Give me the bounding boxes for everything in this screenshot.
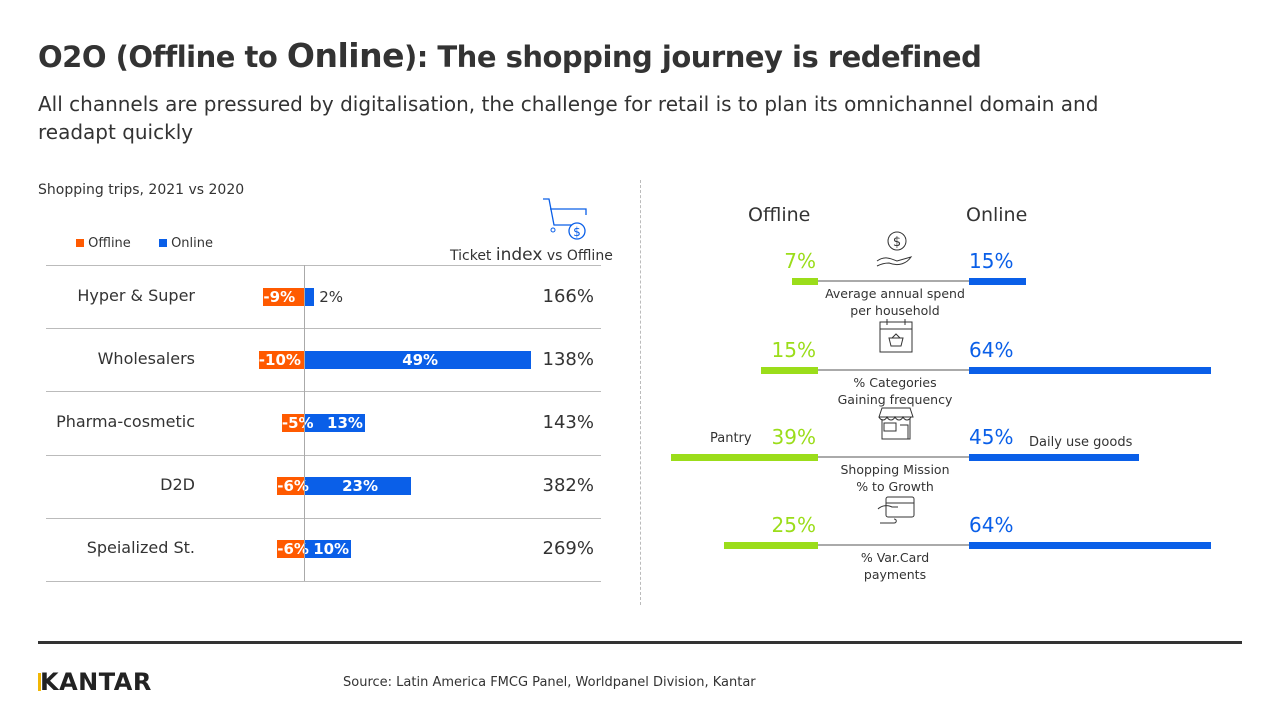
metric-label-line: % Var.Card [860,550,930,565]
legend: Offline Online [76,236,213,251]
page-subtitle: All channels are pressured by digitalisa… [38,92,1099,144]
value-offline: 7% [784,249,816,273]
bar-offline [263,287,305,306]
svg-text:$: $ [893,235,901,250]
value-offline: 39% [771,425,816,449]
label-offline: -10% [258,350,301,369]
shopping-cart-dollar-icon: $ [543,198,587,240]
ticket-index-value: 143% [542,412,594,433]
connector-line [818,456,969,458]
bar-online [969,278,1026,285]
metric-label: Shopping Mission % to Growth [810,461,980,495]
footer-rule [38,641,1242,644]
label-offline: -6% [277,540,309,559]
legend-swatch-offline [76,239,84,247]
bar-online [305,287,315,306]
label-offline: -5% [281,414,314,432]
ticket-index-value: 269% [542,538,594,560]
bar-online [305,540,352,559]
bar-online [305,477,412,496]
metric-label-line: payments [863,567,927,582]
bar-offline [258,350,305,369]
bar-online [969,454,1140,461]
svg-text:$: $ [573,225,581,239]
zero-axis [304,265,305,581]
source-note: Source: Latin America FMCG Panel, Worldp… [343,675,756,690]
bar-online [969,542,1211,549]
metric-label: % Var.Card payments [810,549,980,583]
divider [640,180,641,605]
kantar-logo: KANTAR [38,668,152,696]
page-title: O2O (Offline to Online): The shopping jo… [38,36,982,75]
hand-coin-icon: $ [876,231,913,267]
bar-online [305,350,532,369]
bar-offline [281,414,305,432]
offline-online-comparison: 7% 15% Average annual spend per household $1… [670,231,1211,583]
category-label: Wholesalers [97,348,195,368]
bar-online [969,367,1211,374]
legend-swatch-online [158,239,167,247]
metric-label: % Categories Gaining frequency [810,374,980,408]
metric-label-line: Average annual spend [825,286,965,301]
row-divider [46,265,601,266]
bar-online [305,414,366,432]
note-online: Daily use goods [1029,435,1133,450]
row-divider [46,454,601,456]
metric-label-line: % Categories [853,375,937,390]
label-online: 49% [402,350,439,369]
connector-line [818,280,969,282]
metric-label-line: Gaining frequency [837,392,953,407]
value-online: 45% [969,425,1014,449]
ticket-index-value: 138% [542,348,594,370]
metric-label-line: Shopping Mission [840,462,950,477]
ticket-index-header: Ticket index vs Offline [450,245,613,265]
left-chart-title: Shopping trips, 2021 vs 2020 [38,182,245,198]
category-label: Pharma-cosmetic [56,412,195,431]
ticket-index-value: 382% [542,475,594,497]
row-divider [46,581,601,582]
value-offline: 15% [771,338,816,362]
label-offline: -9% [263,287,296,306]
card-payment-icon [877,496,915,524]
bar-offline [791,278,818,285]
category-label: D2D [160,475,195,495]
online-header: Online [966,204,1028,226]
ticket-index-value: 166% [542,285,594,307]
bar-offline [723,542,818,549]
connector-line [818,544,969,546]
bar-offline [670,454,818,461]
label-offline: -6% [277,477,309,496]
row-divider [46,517,601,519]
bar-offline [277,540,305,559]
row-divider [46,328,601,330]
row-divider [46,391,601,393]
category-label: Hyper & Super [77,285,195,305]
metric-label-line: % to Growth [856,479,934,494]
calendar-basket-icon [879,319,913,353]
bar-offline [761,367,818,374]
label-online: 23% [342,477,379,496]
value-offline: 25% [771,513,816,537]
note-offline: Pantry [710,431,752,446]
metric-label-line: per household [850,303,940,318]
label-online: 2% [319,287,344,306]
label-online: 13% [327,414,363,432]
value-online: 64% [969,338,1014,362]
value-online: 15% [969,249,1014,273]
value-online: 64% [969,513,1014,537]
shopping-trips-chart: Hyper & Super 166% -9% 2% Wholesalers 138% -10… [0,0,640,600]
connector-line [818,369,969,371]
bar-offline [277,477,305,496]
category-label: Speialized St. [86,538,195,558]
offline-header: Offline [748,204,811,226]
metric-label: Average annual spend per household [810,285,980,319]
label-online: 10% [313,540,350,559]
storefront-icon [878,407,914,440]
